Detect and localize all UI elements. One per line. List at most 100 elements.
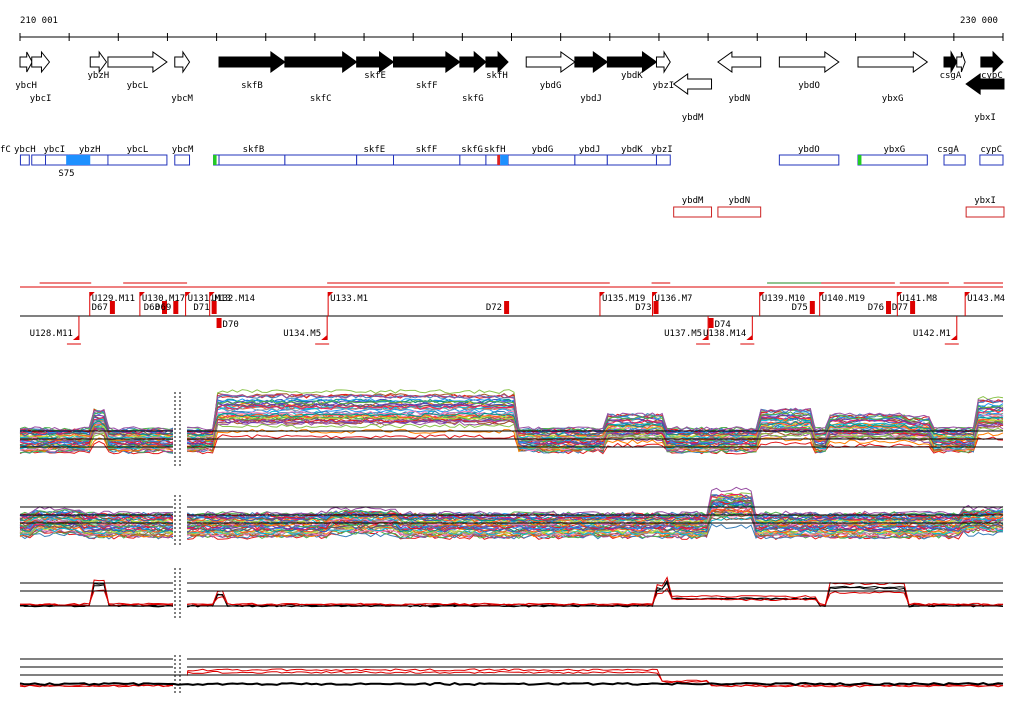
gene-arrow-ybzi <box>655 50 671 74</box>
annotation-label-ybzi: ybzI <box>651 145 673 155</box>
gene-label-ybdk: ybdK <box>621 71 643 81</box>
d-marker-label: D75 <box>792 303 808 313</box>
gene-arrow-skfe <box>356 51 395 73</box>
gene-label-ybxi: ybxI <box>974 113 996 123</box>
gene-arrow-ybdm <box>672 73 713 95</box>
gene-arrow-ybxg <box>857 51 929 73</box>
feature-track: U129.M11U130.M17U131.M13U132.M14U133.M1U… <box>20 282 1005 345</box>
summary-panel-b-black <box>19 674 1004 687</box>
feature-label-upper: U139.M10 <box>762 294 805 304</box>
gene-arrow-ybdn <box>717 51 762 73</box>
feature-flag <box>746 335 753 340</box>
d-marker-label: D73 <box>635 303 651 313</box>
annotation-label-ybch: ybcH <box>14 145 36 155</box>
annotation-label-ybci: ybcI <box>44 145 66 155</box>
gene-arrow-skff <box>393 51 461 73</box>
d-marker <box>886 301 892 314</box>
gene-arrow-ybch <box>19 51 33 73</box>
feature-flag <box>328 292 334 297</box>
feature-label-lower: U134.M5 <box>283 329 321 339</box>
annotation-label-cypc: cypC <box>980 145 1002 155</box>
annotation-box <box>45 154 69 166</box>
annotation-label-ybxg: ybxG <box>884 145 906 155</box>
gene-arrow-ybcl <box>107 51 168 73</box>
gene-arrow-ybzh <box>89 50 108 74</box>
d-marker-label: D76 <box>868 303 884 313</box>
feature-flag <box>72 335 79 340</box>
d-marker-label: D72 <box>486 303 502 313</box>
minus-annotation-box <box>965 206 1005 218</box>
annotation-box <box>31 154 47 166</box>
annotation-label-csga: csgA <box>937 145 959 155</box>
d-marker-label: D74 <box>715 320 731 330</box>
annotation-label-ybdk: ybdK <box>621 145 643 155</box>
annotation-label-ybdg: ybdG <box>532 145 554 155</box>
annotation-label-skfb: skfB <box>243 145 265 155</box>
segment-label: S75 <box>58 169 74 179</box>
gene-arrow-skfc <box>284 51 358 73</box>
d-marker <box>211 301 217 314</box>
annotation-highlight <box>500 155 509 165</box>
gene-label-skfg: skfG <box>462 94 484 104</box>
annotation-label-skfe: skfE <box>363 145 385 155</box>
annotation-label-ybzh: ybzH <box>79 145 101 155</box>
feature-flag <box>321 335 328 340</box>
annotation-label-skfh: skfH <box>484 145 506 155</box>
feature-flag <box>89 292 95 297</box>
gene-label-skfe: skfE <box>364 71 386 81</box>
profile-trace <box>19 579 1004 608</box>
profile-trace <box>19 581 1004 608</box>
feature-flag <box>139 292 145 297</box>
annotation-highlight <box>497 155 501 165</box>
d-marker <box>504 301 510 314</box>
gene-label-ybdn: ybdN <box>728 94 750 104</box>
annotation-box <box>174 154 191 166</box>
feature-flag <box>185 292 191 297</box>
feature-flag <box>599 292 605 297</box>
d-marker <box>708 318 714 328</box>
annotation-box <box>606 154 657 166</box>
feature-label-upper: U140.M19 <box>822 294 865 304</box>
annotation-label-ybdo: ybdO <box>798 145 820 155</box>
gene-arrow-ybdj <box>574 51 609 73</box>
coordinate-ruler: 210 001 230 000 <box>19 16 1004 41</box>
d-marker <box>809 301 815 314</box>
annotation-label-ybdj: ybdJ <box>579 145 601 155</box>
annotation-box <box>107 154 168 166</box>
annotation-box <box>979 154 1004 166</box>
gene-label-ybdj: ybdJ <box>580 94 602 104</box>
feature-label-upper: U136.M7 <box>655 294 693 304</box>
gene-label-ybcl: ybcL <box>127 81 149 91</box>
d-marker-label: D77 <box>892 303 908 313</box>
ruler-start-label: 210 001 <box>20 16 58 26</box>
annotation-box <box>857 154 928 166</box>
gene-label-ybch: ybcH <box>15 81 37 91</box>
feature-flag <box>897 292 903 297</box>
profile-trace <box>19 576 1004 607</box>
annotation-label-skff: skfF <box>416 145 438 155</box>
gene-arrow-skfh <box>485 50 509 74</box>
feature-label-lower: U142.M1 <box>913 329 951 339</box>
annotation-track: ybcH ybcI ybzH ybcL ybcM skfB skfC skfE skfF skfG… <box>0 145 1004 179</box>
feature-label-upper: U143.M4 <box>967 294 1005 304</box>
d-marker <box>109 301 115 314</box>
feature-label-upper: U133.M1 <box>330 294 368 304</box>
all-samples-panel-a <box>19 389 1004 466</box>
minus-annotation-box <box>717 206 762 218</box>
d-marker <box>910 301 916 314</box>
feature-label-lower: U128.M11 <box>30 329 73 339</box>
feature-flag <box>702 335 709 340</box>
profile-trace <box>19 486 1004 517</box>
annotation-label-skfg: skfG <box>461 145 483 155</box>
gene-arrow-ybdk <box>606 51 658 73</box>
annotation-box <box>218 154 286 166</box>
feature-label-lower: U138.M14 <box>703 329 746 339</box>
gene-arrow-csga <box>943 50 958 74</box>
annotation-box <box>574 154 608 166</box>
feature-label-upper: U130.M17 <box>142 294 185 304</box>
annotation-box <box>943 154 966 166</box>
summary-panel-a <box>19 568 1004 618</box>
annotation-box <box>655 154 671 166</box>
annotation-box <box>778 154 840 166</box>
